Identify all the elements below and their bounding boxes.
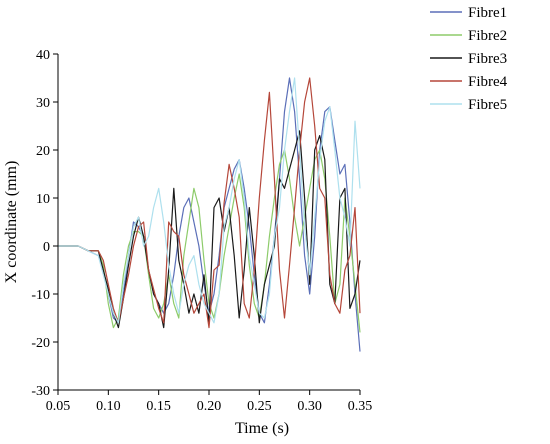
y-tick-label: 20 [36, 144, 50, 159]
x-tick-label: 0.10 [96, 399, 121, 414]
legend: Fibre1 Fibre2 Fibre3 Fibre4 Fibre5 [430, 5, 508, 113]
y-tick-label: 10 [36, 192, 50, 207]
x-tick-label: 0.30 [297, 399, 322, 414]
legend-label-fibre5: Fibre5 [468, 97, 507, 113]
x-tick-label: 0.05 [46, 399, 71, 414]
y-tick-label: -10 [31, 288, 50, 303]
series-line-fibre4 [58, 77, 361, 329]
y-tick-label: -30 [31, 384, 50, 399]
plot-area [58, 77, 361, 352]
x-tick-label: 0.25 [247, 399, 272, 414]
series-line-fibre1 [58, 77, 361, 352]
legend-label-fibre1: Fibre1 [468, 5, 507, 21]
x-tick-label: 0.15 [146, 399, 171, 414]
x-axis-label: Time (s) [235, 420, 289, 437]
legend-label-fibre4: Fibre4 [468, 74, 508, 90]
y-ticks: -30 -20 -10 0 10 20 30 40 [31, 48, 58, 399]
series-line-fibre5 [58, 77, 361, 324]
y-tick-label: -20 [31, 336, 50, 351]
y-tick-label: 40 [36, 48, 50, 63]
legend-label-fibre2: Fibre2 [468, 28, 507, 44]
x-ticks: 0.05 0.10 0.15 0.20 0.25 0.30 0.35 [46, 390, 373, 414]
y-tick-label: 30 [36, 96, 50, 111]
y-axis-label: X coordinate (mm) [3, 161, 20, 284]
series-line-fibre3 [58, 130, 361, 329]
x-tick-label: 0.35 [348, 399, 373, 414]
x-tick-label: 0.20 [197, 399, 222, 414]
legend-label-fibre3: Fibre3 [468, 51, 507, 67]
y-tick-label: 0 [43, 240, 50, 255]
